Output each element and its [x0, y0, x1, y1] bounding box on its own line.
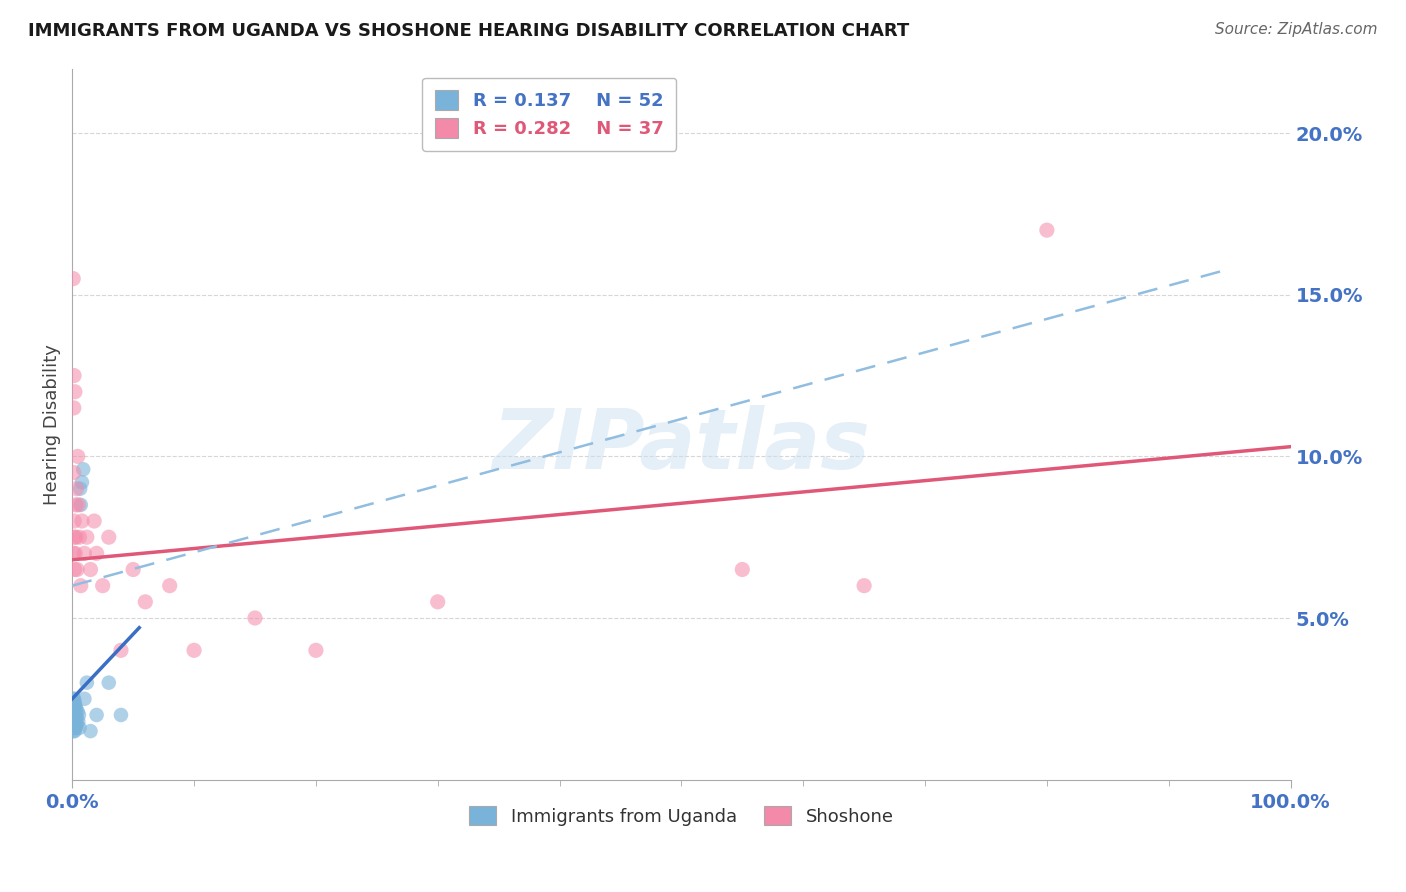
Point: [62, 708, 84, 723]
Point: [62, 401, 84, 415]
Point: [62, 466, 84, 480]
Point: [63, 705, 86, 719]
Point: [159, 579, 181, 593]
Point: [122, 562, 145, 576]
Point: [65, 708, 87, 723]
Point: [62, 691, 84, 706]
Point: [65, 701, 87, 715]
Point: [76, 675, 98, 690]
Point: [63, 714, 86, 729]
Point: [62, 705, 84, 719]
Point: [183, 643, 205, 657]
Point: [67, 714, 90, 729]
Point: [63, 701, 86, 715]
Point: [62, 717, 84, 731]
Point: [63, 717, 86, 731]
Point: [305, 643, 328, 657]
Point: [62, 271, 84, 285]
Point: [76, 530, 98, 544]
Point: [63, 708, 86, 723]
Point: [65, 530, 87, 544]
Text: Source: ZipAtlas.com: Source: ZipAtlas.com: [1215, 22, 1378, 37]
Point: [79, 562, 101, 576]
Point: [69, 721, 91, 735]
Point: [63, 530, 86, 544]
Point: [73, 691, 96, 706]
Point: [65, 482, 87, 496]
Point: [66, 562, 89, 576]
Point: [70, 475, 93, 490]
Point: [62, 708, 84, 723]
Point: [63, 721, 86, 735]
Point: [65, 714, 87, 729]
Point: [72, 462, 94, 476]
Point: [63, 711, 86, 725]
Point: [63, 698, 86, 713]
Point: [63, 705, 86, 719]
Point: [110, 643, 132, 657]
Point: [69, 498, 91, 512]
Point: [67, 498, 90, 512]
Point: [110, 708, 132, 723]
Point: [66, 717, 89, 731]
Point: [243, 611, 266, 625]
Point: [62, 714, 84, 729]
Legend: Immigrants from Uganda, Shoshone: Immigrants from Uganda, Shoshone: [460, 797, 903, 835]
Point: [731, 562, 754, 576]
Point: [97, 675, 120, 690]
Point: [62, 546, 84, 560]
Point: [65, 717, 87, 731]
Point: [62, 701, 84, 715]
Point: [65, 498, 87, 512]
Point: [134, 595, 156, 609]
Point: [853, 579, 876, 593]
Point: [97, 530, 120, 544]
Point: [67, 708, 90, 723]
Point: [63, 691, 86, 706]
Point: [63, 368, 86, 383]
Point: [65, 698, 87, 713]
Point: [69, 482, 91, 496]
Point: [65, 711, 87, 725]
Point: [73, 546, 96, 560]
Point: [63, 714, 86, 729]
Point: [86, 546, 108, 560]
Point: [63, 695, 86, 709]
Point: [66, 450, 89, 464]
Point: [69, 530, 91, 544]
Y-axis label: Hearing Disability: Hearing Disability: [44, 343, 60, 505]
Point: [63, 701, 86, 715]
Point: [1036, 223, 1059, 237]
Point: [65, 705, 87, 719]
Point: [66, 705, 89, 719]
Point: [63, 384, 86, 399]
Point: [63, 562, 86, 576]
Point: [426, 595, 449, 609]
Point: [70, 514, 93, 528]
Point: [62, 698, 84, 713]
Point: [86, 708, 108, 723]
Point: [83, 514, 105, 528]
Point: [65, 546, 87, 560]
Point: [62, 711, 84, 725]
Point: [63, 724, 86, 739]
Point: [62, 695, 84, 709]
Point: [69, 579, 91, 593]
Point: [63, 708, 86, 723]
Point: [65, 721, 87, 735]
Text: ZIPatlas: ZIPatlas: [492, 405, 870, 486]
Point: [63, 721, 86, 735]
Point: [91, 579, 114, 593]
Point: [63, 711, 86, 725]
Point: [79, 724, 101, 739]
Point: [62, 724, 84, 739]
Point: [63, 711, 86, 725]
Text: IMMIGRANTS FROM UGANDA VS SHOSHONE HEARING DISABILITY CORRELATION CHART: IMMIGRANTS FROM UGANDA VS SHOSHONE HEARI…: [28, 22, 910, 40]
Point: [63, 514, 86, 528]
